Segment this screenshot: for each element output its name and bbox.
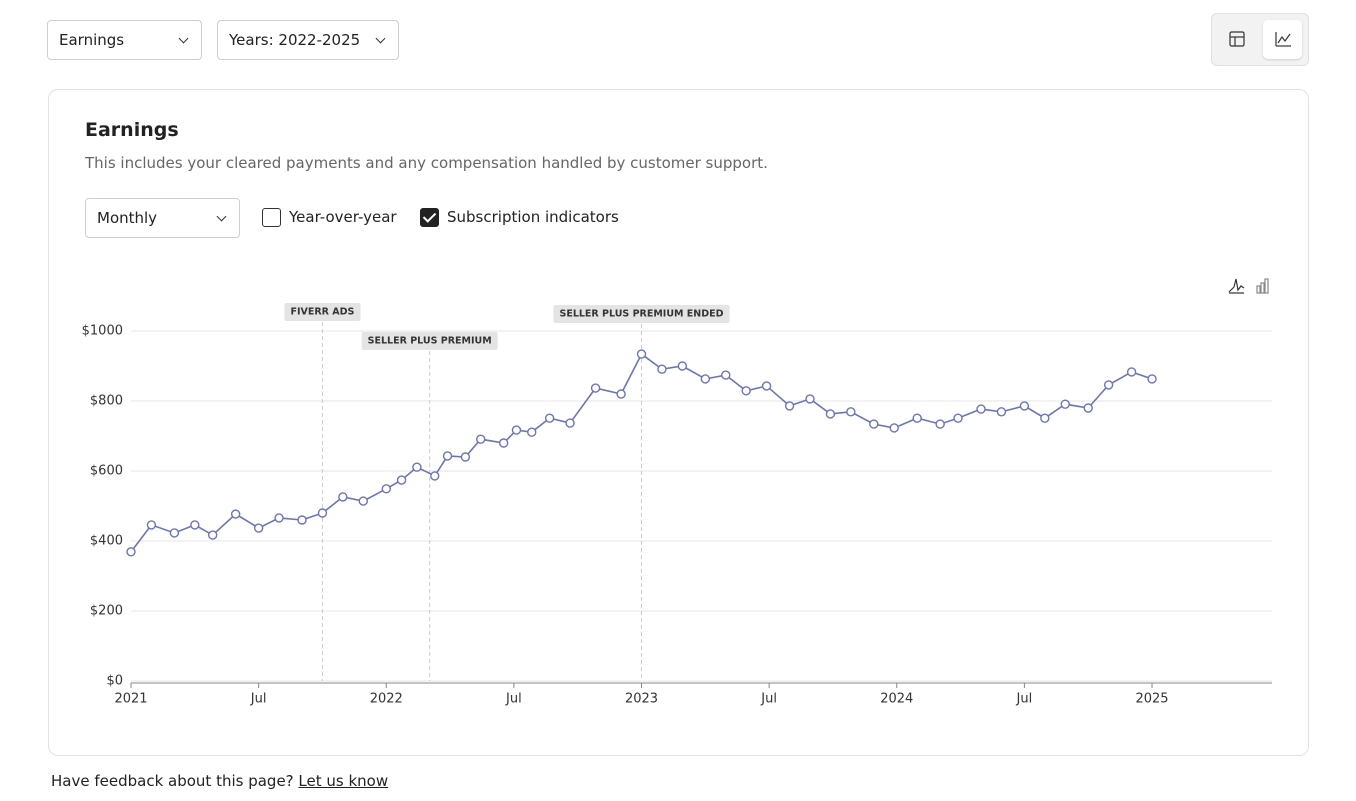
- earnings-card: [48, 89, 1309, 756]
- data-point: [396, 475, 407, 485]
- data-point: [207, 530, 218, 540]
- data-point: [460, 452, 471, 462]
- annotation-box: [361, 332, 498, 350]
- data-point: [169, 528, 180, 538]
- feedback: Have feedback about this page? Let us kn…: [51, 772, 388, 790]
- data-point: [721, 370, 731, 380]
- data-point: [274, 513, 284, 523]
- data-point: [616, 389, 626, 399]
- data-point: [476, 434, 486, 444]
- chart-view-button[interactable]: [1263, 20, 1302, 59]
- checkbox[interactable]: [420, 208, 439, 227]
- view-toggle: [1211, 13, 1309, 66]
- data-point: [784, 401, 795, 411]
- data-point: [657, 364, 667, 374]
- data-point: [869, 419, 879, 429]
- y-tick-label: $200: [90, 604, 123, 619]
- data-point: [430, 471, 440, 481]
- checkbox-label: Subscription indicators: [447, 208, 619, 226]
- data-point: [700, 374, 711, 384]
- line-icon: [1277, 33, 1291, 44]
- x-tick-label: Jul: [760, 692, 777, 707]
- data-point: [338, 492, 348, 502]
- bar-chart-toggle[interactable]: [1256, 285, 1261, 294]
- data-point: [996, 407, 1007, 417]
- data-point: [412, 462, 422, 472]
- x-tick-label: 2022: [370, 692, 403, 707]
- data-point: [889, 423, 899, 433]
- card-description: This includes your cleared payments and …: [85, 154, 768, 172]
- bar-chart-toggle: [1260, 282, 1265, 294]
- data-point: [1103, 380, 1114, 390]
- data-point: [1060, 399, 1070, 409]
- data-point: [317, 508, 328, 518]
- view-icons: [1228, 31, 1291, 294]
- years-dropdown[interactable]: Years: 2022-2025: [217, 20, 399, 60]
- data-point: [677, 361, 688, 371]
- data-point: [1147, 374, 1157, 384]
- data-point: [953, 413, 963, 423]
- y-tick-label: $1000: [82, 324, 123, 339]
- data-point: [636, 349, 647, 359]
- table-icon: [1229, 31, 1245, 47]
- annotation-box: [553, 305, 730, 323]
- y-tick-label: $600: [90, 464, 123, 479]
- data-point: [358, 496, 368, 506]
- annotation-box: [284, 303, 361, 321]
- data-point: [190, 520, 200, 530]
- x-tick-label: 2024: [880, 692, 913, 707]
- data-point: [126, 547, 136, 557]
- checkbox-label: Year-over-year: [289, 208, 397, 226]
- data-point: [1040, 413, 1050, 423]
- data-point: [935, 419, 945, 429]
- data-point: [565, 418, 575, 428]
- card-title: Earnings: [85, 119, 179, 141]
- data-point: [544, 413, 555, 423]
- data-point: [1126, 367, 1137, 377]
- annotation-label: SELLER PLUS PREMIUM: [368, 336, 492, 347]
- x-tick-label: 2021: [114, 692, 147, 707]
- data-point: [825, 409, 836, 419]
- x-tick-label: Jul: [250, 692, 267, 707]
- data-point: [381, 484, 391, 494]
- y-tick-label: $0: [106, 674, 123, 689]
- data-point: [253, 523, 264, 533]
- annotation: FIVERR ADS: [284, 303, 361, 321]
- data-point: [912, 413, 922, 423]
- annotation-label: FIVERR ADS: [290, 307, 354, 318]
- feedback-text: Have feedback about this page?: [51, 772, 294, 790]
- data-point: [805, 394, 815, 404]
- data-point: [442, 451, 453, 461]
- data-point: [976, 404, 986, 414]
- data-point: [498, 438, 509, 448]
- line-chart-toggle[interactable]: [1228, 278, 1245, 293]
- data-point: [527, 427, 537, 437]
- data-point: [761, 381, 772, 391]
- period-dropdown[interactable]: Monthly: [85, 198, 240, 238]
- data-point: [146, 520, 157, 530]
- feedback-link[interactable]: Let us know: [298, 772, 389, 790]
- data-point: [590, 383, 601, 393]
- data-point: [1019, 401, 1030, 411]
- x-tick-label: 2023: [625, 692, 658, 707]
- x-tick-label: Jul: [1016, 692, 1033, 707]
- data-point: [1083, 403, 1093, 413]
- data-point: [511, 425, 522, 435]
- annotation: SELLER PLUS PREMIUM: [361, 332, 498, 350]
- data-point: [297, 515, 307, 525]
- metric-dropdown[interactable]: Earnings: [47, 20, 202, 60]
- annotation: SELLER PLUS PREMIUM ENDED: [553, 305, 730, 323]
- x-tick-label: 2025: [1135, 692, 1168, 707]
- checkbox[interactable]: [262, 208, 281, 227]
- bar-chart-toggle: [1264, 278, 1269, 294]
- data-point: [846, 407, 856, 417]
- y-tick-label: $400: [90, 534, 123, 549]
- annotation-label: SELLER PLUS PREMIUM ENDED: [559, 309, 723, 320]
- x-tick-label: Jul: [505, 692, 522, 707]
- data-point: [741, 386, 751, 396]
- data-point: [230, 509, 241, 519]
- y-tick-label: $800: [90, 394, 123, 409]
